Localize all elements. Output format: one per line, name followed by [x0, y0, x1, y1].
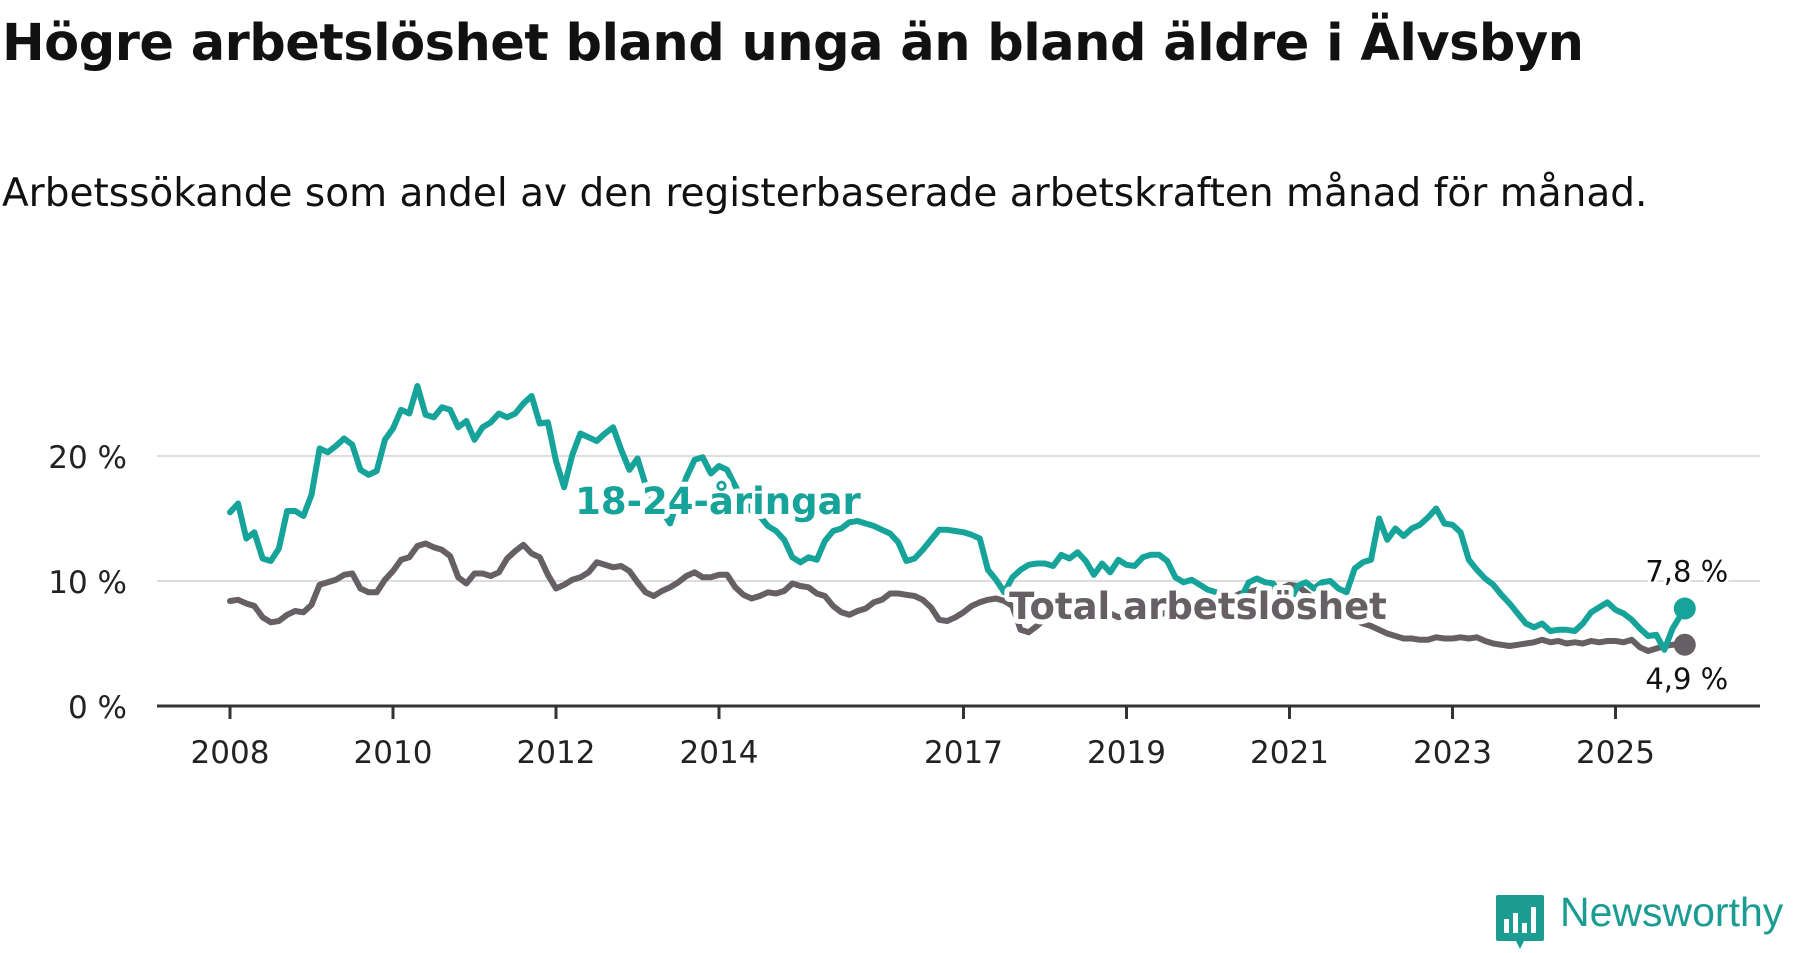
- y-tick-label: 0 %: [68, 690, 127, 726]
- series-label-total: Total arbetslöshet: [1009, 585, 1387, 628]
- x-tick-label: 2023: [1413, 735, 1492, 771]
- newsworthy-brand: Newsworthy: [1560, 889, 1784, 935]
- end-point-youth: [1673, 597, 1696, 620]
- series-label-youth: 18-24-åringar: [575, 480, 861, 523]
- series-line-youth: [227, 383, 1688, 653]
- series-line-total: [227, 540, 1688, 654]
- chart-subtitle: Arbetssökande som andel av den registerb…: [2, 171, 1648, 216]
- x-tick-label: 2021: [1250, 735, 1329, 771]
- x-tick-label: 2012: [517, 735, 596, 771]
- x-tick-label: 2019: [1087, 735, 1166, 771]
- x-tick-label: 2014: [680, 735, 759, 771]
- x-tick-label: 2008: [191, 735, 270, 771]
- y-tick-label: 10 %: [48, 565, 127, 601]
- chart-title: Högre arbetslöshet bland unga än bland ä…: [2, 14, 1584, 73]
- series-lines: [227, 383, 1696, 656]
- end-label-youth: 7,8 %: [1645, 555, 1728, 589]
- x-axis: 2008 2010 2012 2014 2017 2019 2021 2023 2025: [191, 706, 1655, 771]
- x-tick-label: 2025: [1576, 735, 1655, 771]
- end-point-total: [1673, 633, 1696, 656]
- y-tick-label: 20 %: [48, 440, 127, 476]
- x-tick-label: 2010: [354, 735, 433, 771]
- end-label-total: 4,9 %: [1645, 662, 1728, 696]
- y-axis-labels: 0 % 10 % 20 %: [48, 440, 127, 726]
- x-tick-label: 2017: [924, 735, 1003, 771]
- newsworthy-logo-icon: [1496, 895, 1544, 949]
- series-labels: 18-24-åringar Total arbetslöshet 7,8 % 4,9 …: [570, 475, 1731, 699]
